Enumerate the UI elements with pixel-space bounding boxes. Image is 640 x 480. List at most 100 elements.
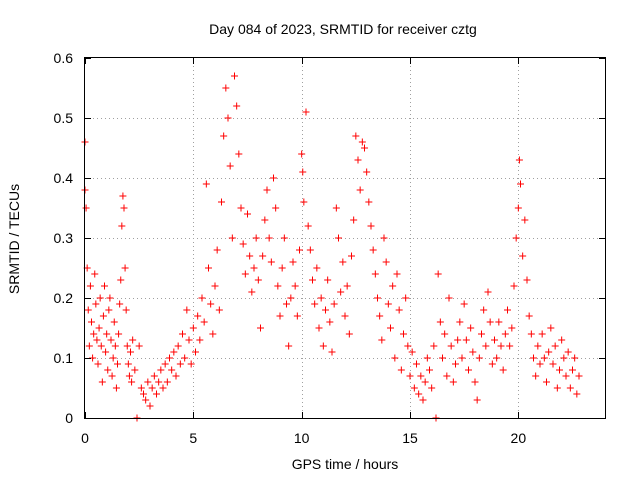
data-point <box>326 318 334 326</box>
data-point <box>228 234 236 242</box>
data-point <box>569 366 576 374</box>
data-point <box>460 300 468 308</box>
data-point <box>506 342 514 350</box>
data-point <box>205 264 212 272</box>
data-point <box>306 246 314 254</box>
data-point <box>91 270 99 278</box>
data-point <box>94 360 102 368</box>
data-point <box>501 330 509 338</box>
data-point <box>393 270 401 278</box>
data-point <box>345 330 353 338</box>
data-point <box>222 84 230 92</box>
data-point <box>231 72 238 80</box>
data-point <box>252 234 260 242</box>
data-point <box>142 396 150 404</box>
data-point <box>185 336 193 344</box>
data-point <box>299 168 307 176</box>
y-tick-label: 0.4 <box>54 170 74 186</box>
data-point <box>465 366 472 374</box>
data-point <box>174 342 182 350</box>
data-point <box>486 318 494 326</box>
data-point <box>337 288 345 296</box>
y-axis-label: SRMTID / TECUs <box>6 184 22 294</box>
data-point <box>121 264 129 272</box>
data-point <box>129 336 137 344</box>
data-point <box>122 306 130 314</box>
data-point <box>127 348 134 356</box>
data-point <box>389 282 397 290</box>
data-point <box>452 360 459 368</box>
data-point <box>322 306 329 314</box>
data-point <box>128 378 136 386</box>
data-point <box>215 306 223 314</box>
data-point <box>112 384 120 392</box>
data-point <box>102 348 110 356</box>
data-point <box>106 294 114 302</box>
data-point <box>456 318 464 326</box>
chart-title: Day 084 of 2023, SRMTID for receiver czt… <box>209 21 477 37</box>
data-point <box>380 234 388 242</box>
y-tick-label: 0.2 <box>54 290 74 306</box>
data-point <box>339 258 347 266</box>
data-point <box>439 354 446 362</box>
data-point <box>330 300 338 308</box>
data-point <box>497 342 505 350</box>
data-point <box>538 330 546 338</box>
data-point <box>406 372 414 380</box>
data-point <box>365 198 373 206</box>
data-point <box>278 264 286 272</box>
data-point <box>148 384 156 392</box>
data-point <box>119 192 127 200</box>
data-point <box>428 384 436 392</box>
data-point <box>527 330 535 338</box>
data-point <box>376 312 384 320</box>
data-point <box>123 342 131 350</box>
data-point <box>104 366 112 374</box>
data-point <box>491 336 498 344</box>
data-point <box>441 330 449 338</box>
data-point <box>430 342 438 350</box>
data-point <box>107 336 115 344</box>
data-point <box>241 270 249 278</box>
data-point <box>536 360 544 368</box>
data-point <box>226 162 234 170</box>
data-point <box>176 360 184 368</box>
data-point <box>211 282 219 290</box>
data-point <box>566 384 574 392</box>
data-point <box>384 300 392 308</box>
data-point <box>261 216 269 224</box>
data-point <box>248 288 256 296</box>
data-point <box>92 300 100 308</box>
data-point <box>99 312 107 320</box>
x-tick-label: 15 <box>402 430 418 446</box>
data-point <box>157 366 165 374</box>
data-point <box>471 378 479 386</box>
data-point <box>311 300 319 308</box>
data-point <box>369 246 377 254</box>
data-point <box>101 282 108 290</box>
data-point <box>519 252 527 260</box>
data-point <box>116 300 124 308</box>
data-point <box>125 372 133 380</box>
data-point <box>423 354 431 362</box>
data-point <box>571 354 579 362</box>
data-point <box>115 330 123 338</box>
data-point <box>493 354 501 362</box>
data-point <box>114 360 121 368</box>
data-point <box>140 390 147 398</box>
data-point <box>161 360 169 368</box>
data-point <box>267 258 275 266</box>
x-tick-label: 10 <box>294 430 310 446</box>
data-point <box>117 276 125 284</box>
data-point <box>304 222 312 230</box>
data-point <box>397 366 405 374</box>
data-point <box>564 348 572 356</box>
data-point <box>467 324 475 332</box>
data-point <box>421 378 429 386</box>
data-point <box>155 378 163 386</box>
data-point <box>159 384 167 392</box>
data-point <box>202 180 210 188</box>
data-point <box>504 306 511 314</box>
data-point <box>289 258 297 266</box>
